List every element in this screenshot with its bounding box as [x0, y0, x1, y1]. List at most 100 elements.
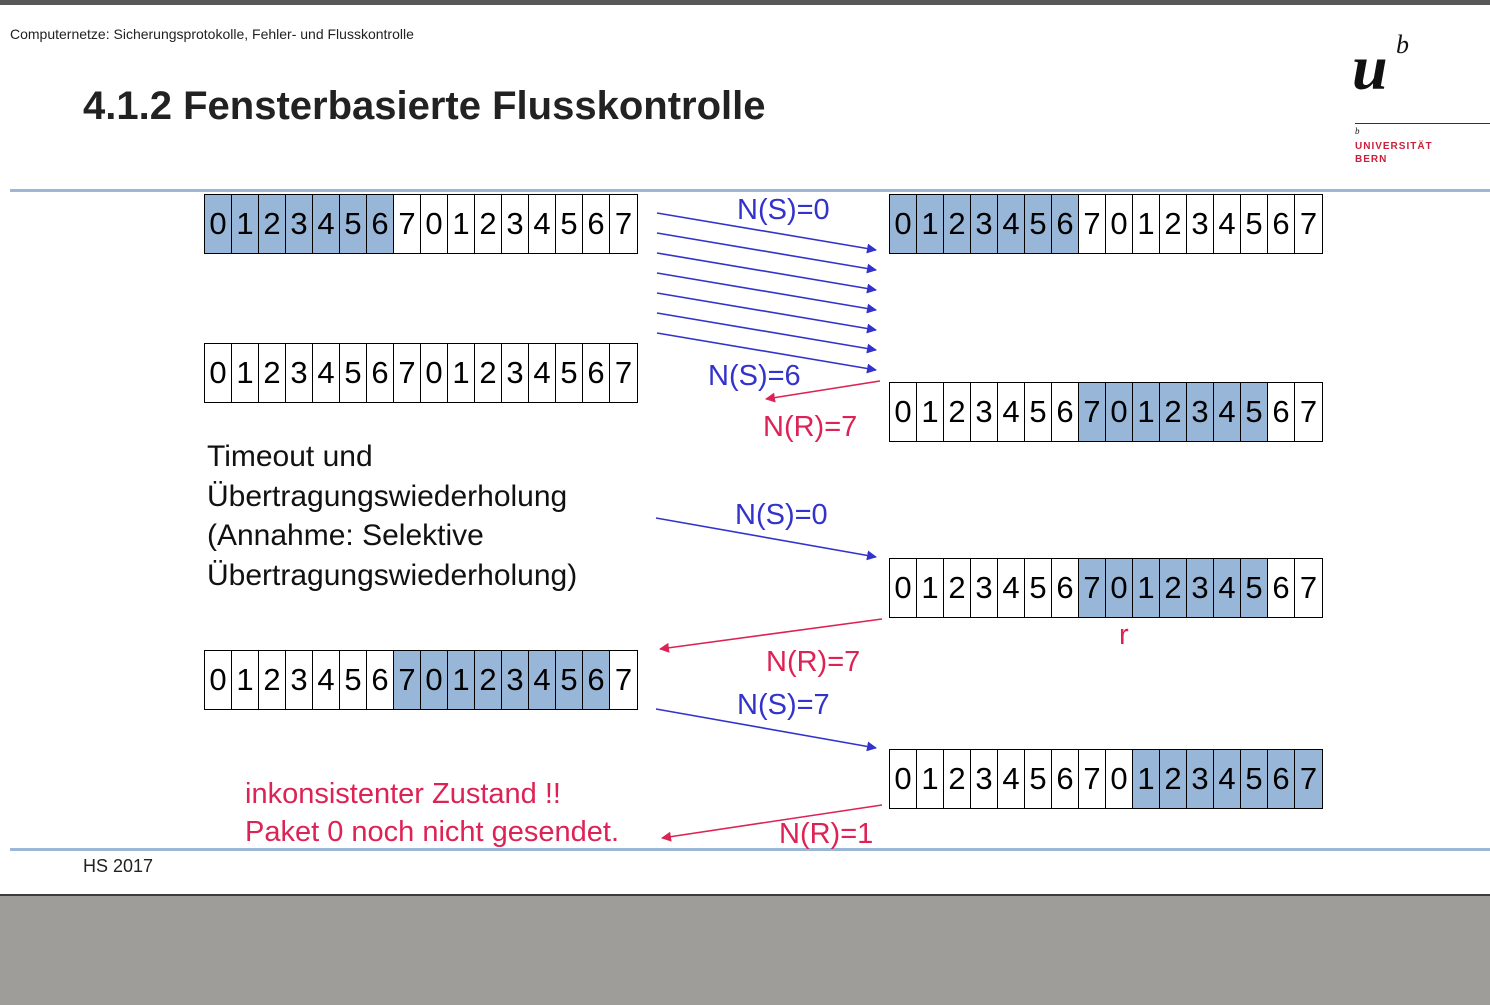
sequence-cell: 0 [1106, 750, 1133, 808]
sequence-cell: 7 [394, 344, 421, 402]
logo-small-b: b [1355, 126, 1360, 136]
sequence-cell: 2 [1160, 559, 1187, 617]
sequence-cell: 1 [917, 559, 944, 617]
warning-line-1: inkonsistenter Zustand !! [245, 778, 561, 810]
sequence-cell: 2 [1160, 750, 1187, 808]
sequence-cell: 2 [259, 195, 286, 253]
sequence-cell: 1 [232, 344, 259, 402]
label-nr7-top: N(R)=7 [763, 411, 858, 443]
sequence-cell: 3 [502, 651, 529, 709]
sequence-cell: 5 [1025, 195, 1052, 253]
sequence-cell: 0 [205, 651, 232, 709]
sequence-cell: 2 [944, 195, 971, 253]
sequence-cell: 7 [1295, 195, 1322, 253]
sequence-cell: 6 [367, 344, 394, 402]
sequence-cell: 5 [340, 651, 367, 709]
sequence-cell: 6 [1268, 559, 1295, 617]
sequence-cell: 4 [998, 559, 1025, 617]
sequence-cell: 0 [890, 195, 917, 253]
sequence-cell: 0 [1106, 559, 1133, 617]
sequence-cell: 4 [1214, 195, 1241, 253]
sequence-cell: 6 [583, 344, 610, 402]
sequence-cell: 2 [1160, 195, 1187, 253]
sequence-cell: 4 [1214, 383, 1241, 441]
sequence-cell: 1 [448, 651, 475, 709]
sequence-cell: 3 [1187, 750, 1214, 808]
sequence-cell: 5 [556, 344, 583, 402]
sequence-cell: 4 [1214, 750, 1241, 808]
sequence-cell: 0 [421, 195, 448, 253]
sequence-cell: 3 [971, 195, 998, 253]
sequence-cell: 0 [1106, 383, 1133, 441]
label-ns0-top: N(S)=0 [737, 194, 830, 226]
sequence-cell: 3 [286, 195, 313, 253]
sequence-cell: 2 [475, 195, 502, 253]
sequence-cell: 3 [286, 344, 313, 402]
sequence-cell: 6 [1052, 559, 1079, 617]
sequence-cell: 3 [502, 344, 529, 402]
sequence-cell: 6 [1268, 383, 1295, 441]
logo-divider [1355, 123, 1490, 124]
sequence-cell: 2 [944, 750, 971, 808]
sequence-cell: 3 [1187, 195, 1214, 253]
sequence-cell: 5 [1241, 383, 1268, 441]
sequence-cell: 2 [1160, 383, 1187, 441]
sequence-cell: 7 [610, 195, 637, 253]
sequence-cell: 7 [394, 195, 421, 253]
label-nr7-mid: N(R)=7 [766, 646, 861, 678]
sequence-cell: 7 [1079, 383, 1106, 441]
sequence-cell: 2 [259, 344, 286, 402]
top-rule [10, 189, 1490, 192]
sequence-cell: 1 [232, 195, 259, 253]
sequence-cell: 6 [1052, 383, 1079, 441]
sequence-cell: 0 [205, 344, 232, 402]
sequence-cell: 7 [1079, 195, 1106, 253]
logo-letter-b: b [1396, 30, 1409, 59]
bottom-rule [10, 848, 1490, 851]
sequence-cell: 6 [367, 195, 394, 253]
slide-bottom-border [0, 894, 1490, 896]
label-nr1: N(R)=1 [779, 818, 874, 850]
label-r-marker: r [1119, 619, 1129, 651]
sequence-cell: 3 [1187, 559, 1214, 617]
sequence-cell: 7 [394, 651, 421, 709]
sequence-cell: 6 [367, 651, 394, 709]
sequence-cell: 0 [421, 344, 448, 402]
sequence-cell: 5 [1241, 195, 1268, 253]
sequence-cell: 5 [556, 651, 583, 709]
sequence-cell: 5 [1025, 559, 1052, 617]
sequence-cell: 3 [971, 750, 998, 808]
sequence-cell: 0 [890, 750, 917, 808]
warning-line-2: Paket 0 noch nicht gesendet. [245, 816, 620, 848]
sequence-cell: 0 [205, 195, 232, 253]
sequence-cell: 4 [529, 651, 556, 709]
timeout-line-1: Timeout und [207, 440, 373, 473]
sequence-cell: 4 [1214, 559, 1241, 617]
sequence-cell: 1 [448, 344, 475, 402]
sequence-cell: 7 [1079, 559, 1106, 617]
sequence-cell: 4 [313, 344, 340, 402]
sequence-cell: 2 [475, 344, 502, 402]
timeout-line-2: Übertragungswiederholung [207, 480, 568, 513]
sequence-cell: 5 [1241, 559, 1268, 617]
sequence-cell: 1 [917, 195, 944, 253]
sequence-cell: 5 [340, 344, 367, 402]
sequence-cell: 1 [448, 195, 475, 253]
sequence-cell: 0 [421, 651, 448, 709]
sequence-cell: 2 [475, 651, 502, 709]
sequence-cell: 5 [340, 195, 367, 253]
sequence-cell: 3 [502, 195, 529, 253]
slide-title: 4.1.2 Fensterbasierte Flusskontrolle [83, 84, 766, 128]
sequence-cell: 6 [583, 195, 610, 253]
label-ns0-mid: N(S)=0 [735, 499, 828, 531]
sequence-cell: 3 [971, 559, 998, 617]
sequence-cell: 4 [313, 651, 340, 709]
sequence-cell: 3 [286, 651, 313, 709]
sequence-cell: 0 [1106, 195, 1133, 253]
